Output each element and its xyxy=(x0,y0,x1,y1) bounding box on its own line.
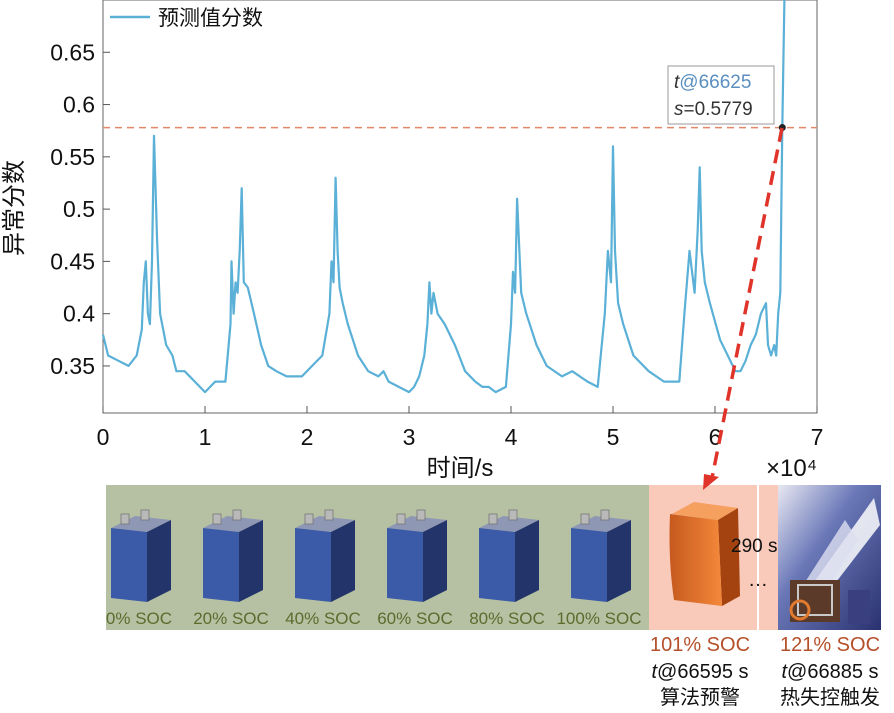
swollen-battery-image xyxy=(669,502,740,606)
battery-cell: 100% SOC xyxy=(556,509,642,628)
warning-arrow-head xyxy=(703,474,719,490)
battery-soc-label: 40% SOC xyxy=(285,609,361,628)
series-line xyxy=(101,0,786,394)
y-tick-label: 0.35 xyxy=(50,353,95,379)
x-axis-label: 时间/s xyxy=(427,455,494,482)
y-tick-label: 0.45 xyxy=(50,248,95,274)
swollen-event: 算法预警 xyxy=(660,686,740,709)
y-tick-label: 0.65 xyxy=(50,39,95,65)
series-group xyxy=(101,0,786,394)
y-tick-label: 0.5 xyxy=(63,196,95,222)
battery-row: 0% SOC 20% SOC 40% SOC 60% SOC 80% SOC 100% S… xyxy=(106,509,642,628)
battery-soc-label: 100% SOC xyxy=(556,609,641,628)
legend: 预测值分数 xyxy=(110,7,263,30)
plot-frame xyxy=(102,0,818,414)
axes: 0 1 2 3 4 5 6 70.350.40.450.50.550.60.65 xyxy=(50,39,823,450)
battery-cell: 80% SOC xyxy=(469,509,545,628)
swollen-time: t@66595 s xyxy=(651,661,748,683)
swollen-time-value: @66595 s xyxy=(657,661,748,683)
panel-green-bg xyxy=(106,485,649,630)
x-multiplier: ×10⁴ xyxy=(766,455,817,482)
battery-cell: 60% SOC xyxy=(377,509,453,628)
battery-soc-label: 80% SOC xyxy=(469,609,545,628)
delay-ellipsis: … xyxy=(748,569,768,591)
legend-label: 预测值分数 xyxy=(158,7,263,30)
y-tick-label: 0.55 xyxy=(50,144,95,170)
x-tick-label: 4 xyxy=(505,424,518,450)
x-tick-label: 7 xyxy=(811,424,824,450)
annotation-box xyxy=(667,65,775,125)
runaway-time-value: @66885 s xyxy=(787,661,878,683)
x-tick-label: 1 xyxy=(199,424,212,450)
annotation-t-line: t@66625 xyxy=(674,72,751,93)
battery-soc-label: 0% SOC xyxy=(106,609,172,628)
battery-cell: 0% SOC xyxy=(106,509,172,628)
battery-cell: 20% SOC xyxy=(193,509,269,628)
annotation-s-prefix: s xyxy=(674,99,684,120)
y-tick-label: 0.4 xyxy=(63,301,95,327)
annotation-s-value: =0.5779 xyxy=(684,99,753,120)
threshold-annotation: t@66625 s=0.5779 xyxy=(667,65,775,125)
battery-soc-label: 60% SOC xyxy=(377,609,453,628)
battery-cell: 40% SOC xyxy=(285,509,361,628)
annotation-t-prefix: t xyxy=(674,72,680,93)
soc-panel: 0% SOC 20% SOC 40% SOC 60% SOC 80% SOC 100% S… xyxy=(106,485,881,709)
x-tick-label: 3 xyxy=(403,424,416,450)
x-tick-label: 0 xyxy=(97,424,110,450)
annotation-t-value: @66625 xyxy=(679,72,751,93)
warning-arrow-shaft xyxy=(710,127,784,479)
x-tick-label: 5 xyxy=(607,424,620,450)
delay-label: 290 s xyxy=(731,536,777,557)
battery-soc-label: 20% SOC xyxy=(193,609,269,628)
runaway-time: t@66885 s xyxy=(781,661,878,683)
warning-arrow xyxy=(703,127,784,490)
swollen-soc: 101% SOC xyxy=(650,634,750,656)
runaway-soc: 121% SOC xyxy=(780,634,880,656)
runaway-event: 热失控触发 xyxy=(780,686,880,709)
swollen-time-prefix: t xyxy=(651,661,658,683)
annotation-s-line: s=0.5779 xyxy=(674,99,753,120)
x-tick-label: 2 xyxy=(301,424,314,450)
thermal-runaway-image xyxy=(778,485,881,630)
y-tick-label: 0.6 xyxy=(63,92,95,118)
y-axis-label: 异常分数 xyxy=(1,160,28,256)
runaway-time-prefix: t xyxy=(781,661,788,683)
